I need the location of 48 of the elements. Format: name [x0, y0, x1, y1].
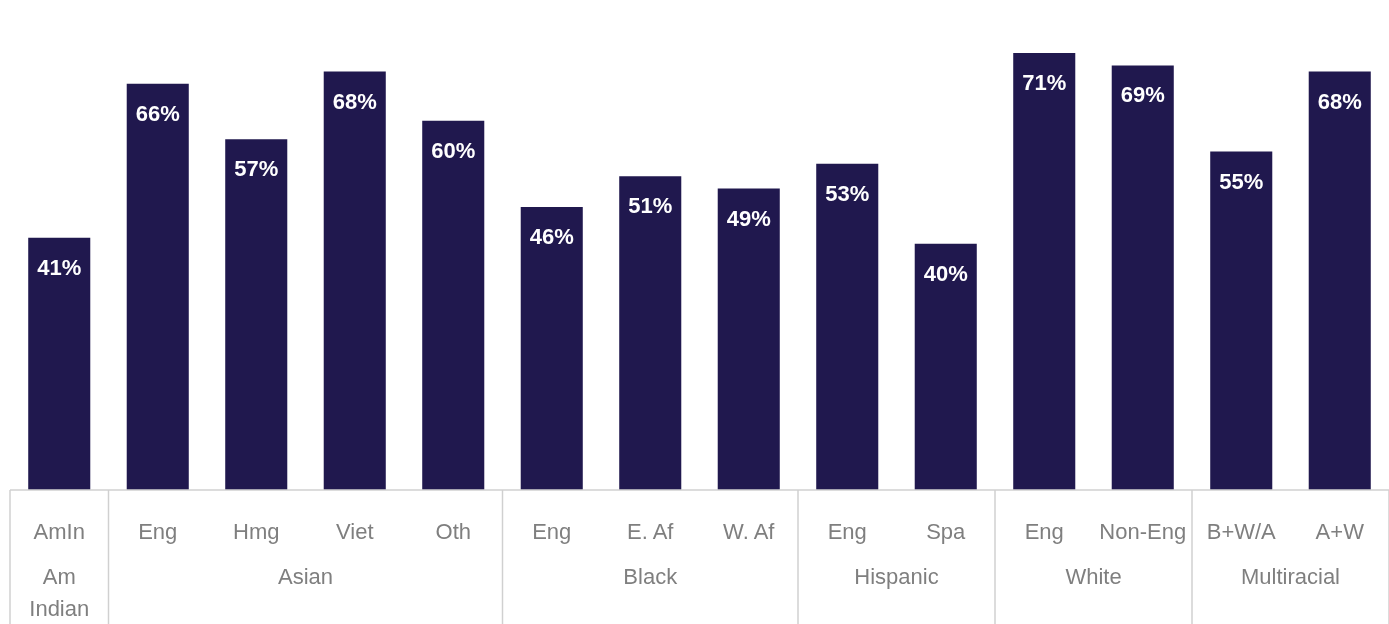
x-tick-label: Spa: [926, 519, 967, 545]
text: Hispanic: [854, 564, 939, 590]
bar: [225, 139, 288, 490]
bar: [323, 71, 386, 490]
text: Asian: [277, 564, 334, 590]
bar: [28, 237, 91, 490]
text: Am Indian: [29, 564, 90, 622]
x-tick-label: Eng: [532, 519, 572, 545]
data-label: 68%: [332, 88, 377, 114]
data-label: 49%: [726, 205, 771, 231]
x-tick-label: Hmg: [233, 519, 280, 545]
data-label: 71%: [1022, 70, 1067, 96]
bar: [1013, 53, 1076, 490]
x-tick-label: Eng: [138, 519, 178, 545]
data-label: 68%: [1317, 88, 1362, 114]
x-tick-label: Eng: [1024, 519, 1064, 545]
x-tick-label: B+W/A: [1206, 519, 1277, 545]
data-label: 57%: [234, 156, 279, 182]
text: Multiracial: [1240, 564, 1341, 590]
x-tick-label: W. Af: [723, 519, 776, 545]
x-tick-label: Viet: [335, 519, 374, 545]
bar: [126, 83, 189, 490]
x-tick-label: Eng: [827, 519, 867, 545]
data-label: 40%: [923, 260, 968, 286]
x-tick-label: Non-Eng: [1099, 519, 1187, 545]
data-label: 55%: [1219, 168, 1264, 194]
data-label: 41%: [37, 254, 82, 280]
data-label: 51%: [628, 193, 673, 219]
data-label: 60%: [431, 137, 476, 163]
bar: [816, 163, 879, 490]
x-tick-label: Oth: [435, 519, 471, 545]
bar: [520, 206, 583, 490]
bar: [1111, 65, 1174, 490]
bar: [422, 120, 485, 490]
bar: [1210, 151, 1273, 490]
x-tick-label: E. Af: [627, 519, 675, 545]
bar: [717, 188, 780, 490]
bar: [914, 243, 977, 490]
x-tick-label: AmIn: [33, 519, 85, 545]
data-label: 46%: [529, 223, 574, 249]
text: Black: [623, 564, 679, 590]
data-label: 69%: [1120, 82, 1165, 108]
data-label: 66%: [135, 100, 180, 126]
data-label: 53%: [825, 180, 870, 206]
text: White: [1065, 564, 1122, 590]
bar: [1308, 71, 1371, 490]
x-tick-label: A+W: [1315, 519, 1365, 545]
bar: [619, 176, 682, 490]
